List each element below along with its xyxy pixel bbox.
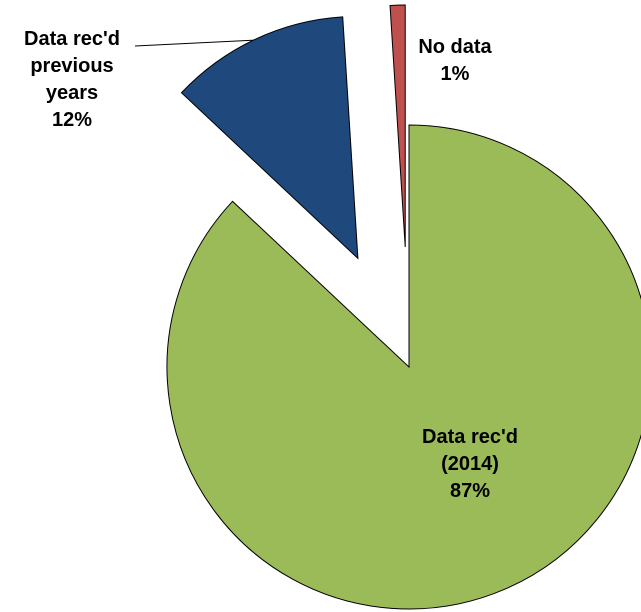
pie-slice bbox=[389, 4, 406, 248]
category-label: No data bbox=[418, 36, 492, 58]
leader-line bbox=[134, 39, 259, 47]
value-label: 12% bbox=[51, 109, 93, 131]
value-label: 87% bbox=[449, 480, 491, 502]
value-label: 1% bbox=[440, 63, 470, 85]
pie-slice bbox=[180, 16, 359, 260]
slice-label: Data rec'd (2014) 87% bbox=[410, 424, 530, 505]
category-label: Data rec'd previous years bbox=[24, 28, 120, 104]
pie-slice bbox=[166, 124, 641, 610]
slice-label: Data rec'd previous years 12% bbox=[7, 26, 137, 134]
slice-label: No data 1% bbox=[405, 34, 505, 88]
category-label: Data rec'd (2014) bbox=[422, 426, 518, 475]
